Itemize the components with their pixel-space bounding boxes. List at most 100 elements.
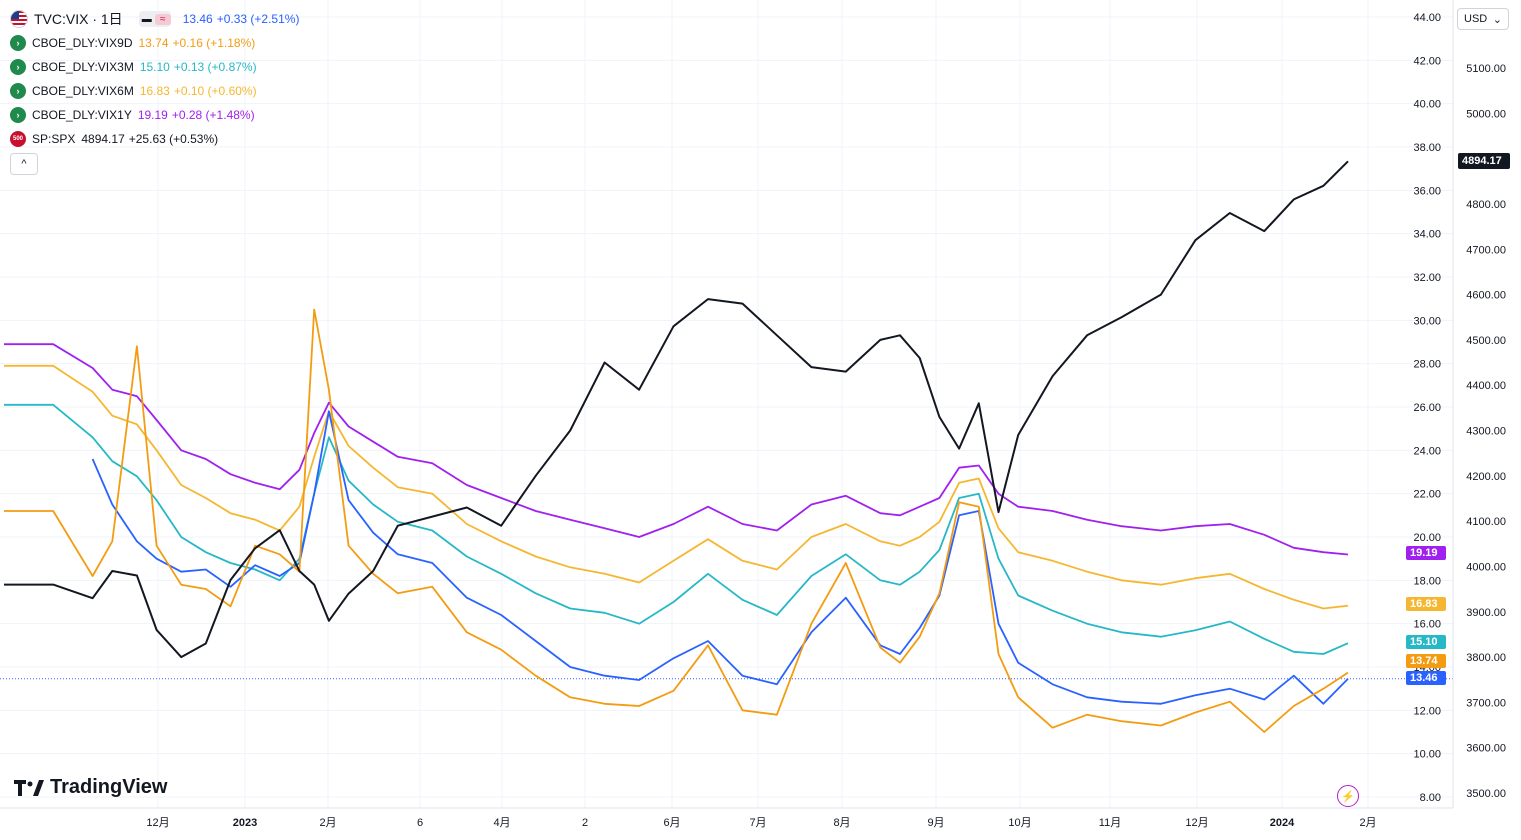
- legend-change: +0.13 (+0.87%): [173, 60, 257, 74]
- x-axis-tick: 8月: [833, 817, 850, 829]
- x-axis-tick: 2023: [233, 817, 257, 829]
- legend-row-cboe-dly-vix6m[interactable]: › CBOE_DLY:VIX6M 16.83 +0.10 (+0.60%): [10, 79, 299, 103]
- line-style-icon[interactable]: ▬: [141, 13, 152, 25]
- series-line-sp-spx[interactable]: [4, 160, 1349, 659]
- last-value-tag: 19.19: [1406, 546, 1446, 560]
- left-axis-tick: 12.00: [1413, 705, 1441, 717]
- series-lines: [4, 160, 1349, 733]
- x-axis-tick: 11月: [1099, 817, 1121, 829]
- x-axis-tick: 7月: [749, 817, 766, 829]
- right-axis-tick: 4400.00: [1466, 380, 1506, 392]
- last-value-tag: 15.10: [1406, 635, 1446, 649]
- right-axis-tick: 3800.00: [1466, 652, 1506, 664]
- x-axis-tick: 6月: [663, 817, 680, 829]
- legend-change: +25.63 (+0.53%): [128, 132, 219, 146]
- x-axis-tick: 6: [417, 817, 423, 829]
- legend-row-cboe-dly-vix1y[interactable]: › CBOE_DLY:VIX1Y 19.19 +0.28 (+1.48%): [10, 103, 299, 127]
- play-badge-icon: ›: [10, 107, 26, 123]
- legend-change: +0.10 (+0.60%): [173, 84, 257, 98]
- last-value-tag: 4894.17: [1458, 153, 1510, 169]
- x-axis-tick: 2月: [319, 817, 336, 829]
- x-axis-tick: 2月: [1359, 817, 1376, 829]
- main-value: 13.46: [182, 12, 213, 26]
- legend-value: 19.19: [137, 108, 168, 122]
- currency-selector[interactable]: USD ⌄: [1457, 8, 1509, 30]
- collapse-legend-button[interactable]: ^: [10, 153, 38, 175]
- left-axis-tick: 44.00: [1413, 12, 1441, 24]
- wave-icon[interactable]: ≈: [154, 13, 171, 25]
- play-badge-icon: ›: [10, 35, 26, 51]
- legend-row-sp-spx[interactable]: 500 SP:SPX 4894.17 +25.63 (+0.53%): [10, 127, 299, 151]
- legend-value: 16.83: [139, 84, 170, 98]
- last-value-tag: 13.74: [1406, 654, 1446, 668]
- right-axis-tick: 4600.00: [1466, 290, 1506, 302]
- legend-symbol: SP:SPX: [32, 132, 76, 146]
- series-line-cboe-dly-vix6m[interactable]: [4, 364, 1349, 610]
- right-axis-tick: 4100.00: [1466, 516, 1506, 528]
- main-symbol-label: TVC:VIX · 1日: [34, 11, 123, 27]
- series-line-tvc-vix[interactable]: [91, 410, 1349, 705]
- right-axis-tick: 3700.00: [1466, 697, 1506, 709]
- legend-row-main[interactable]: TVC:VIX · 1日 ▬ ≈ 13.46 +0.33 (+2.51%): [10, 7, 299, 31]
- right-axis-tick: 4800.00: [1466, 199, 1506, 211]
- legend-row-cboe-dly-vix3m[interactable]: › CBOE_DLY:VIX3M 15.10 +0.13 (+0.87%): [10, 55, 299, 79]
- last-value-tag: 16.83: [1406, 597, 1446, 611]
- currency-label: USD: [1464, 13, 1488, 25]
- last-value-tag: 13.46: [1406, 671, 1446, 685]
- legend-change: +0.28 (+1.48%): [171, 108, 255, 122]
- right-axis-tick: 3600.00: [1466, 743, 1506, 755]
- x-axis-tick: 2: [582, 817, 588, 829]
- play-badge-icon: ›: [10, 59, 26, 75]
- legend-value: 4894.17: [81, 132, 125, 146]
- left-axis-tick: 20.00: [1413, 532, 1441, 544]
- legend-symbol: CBOE_DLY:VIX3M: [32, 60, 134, 74]
- legend-panel: TVC:VIX · 1日 ▬ ≈ 13.46 +0.33 (+2.51%) › CB…: [10, 7, 299, 175]
- right-axis-tick: 3900.00: [1466, 607, 1506, 619]
- sp500-badge-icon: 500: [10, 131, 26, 147]
- play-badge-icon: ›: [10, 83, 26, 99]
- right-axis-tick: 4500.00: [1466, 335, 1506, 347]
- series-line-cboe-dly-vix1y[interactable]: [4, 343, 1349, 556]
- right-axis-tick: 5000.00: [1466, 108, 1506, 120]
- chevron-down-icon: ⌄: [1492, 13, 1502, 26]
- left-axis-tick: 22.00: [1413, 489, 1441, 501]
- tradingview-logo-icon: [14, 779, 44, 796]
- main-change: +0.33 (+2.51%): [216, 12, 300, 26]
- legend-value: 13.74: [138, 36, 169, 50]
- grid: [0, 0, 1453, 808]
- left-axis-tick: 26.00: [1413, 402, 1441, 414]
- right-axis-tick: 5100.00: [1466, 63, 1506, 75]
- us-flag-icon: [10, 10, 28, 28]
- x-axis-tick: 9月: [927, 817, 944, 829]
- left-axis-tick: 18.00: [1413, 575, 1441, 587]
- tradingview-logo[interactable]: TradingView: [14, 776, 167, 799]
- chart-type-toggle[interactable]: ▬ ≈: [138, 11, 171, 27]
- right-axis-tick: 4200.00: [1466, 471, 1506, 483]
- left-axis-tick: 38.00: [1413, 142, 1441, 154]
- lightning-bolt-icon[interactable]: ⚡: [1337, 785, 1359, 807]
- right-axis-tick: 4700.00: [1466, 244, 1506, 256]
- axis-tick-labels: 44.00 42.00 40.00 38.00 36.00 34.00 32.00 30.00…: [146, 12, 1506, 829]
- chevron-up-icon: ^: [21, 158, 27, 170]
- x-axis-tick: 10月: [1008, 817, 1031, 829]
- left-axis-tick: 40.00: [1413, 99, 1441, 111]
- legend-row-cboe-dly-vix9d[interactable]: › CBOE_DLY:VIX9D 13.74 +0.16 (+1.18%): [10, 31, 299, 55]
- tradingview-logo-text: TradingView: [50, 776, 168, 798]
- legend-symbol: CBOE_DLY:VIX6M: [32, 84, 134, 98]
- left-axis-tick: 10.00: [1413, 749, 1441, 761]
- right-axis-tick: 4300.00: [1466, 426, 1506, 438]
- left-axis-tick: 16.00: [1413, 619, 1441, 631]
- series-line-cboe-dly-vix3m[interactable]: [4, 403, 1349, 655]
- x-axis-tick: 4月: [493, 817, 510, 829]
- left-axis-tick: 28.00: [1413, 359, 1441, 371]
- left-axis-tick: 34.00: [1413, 229, 1441, 241]
- series-line-cboe-dly-vix9d[interactable]: [4, 308, 1349, 733]
- x-axis-tick: 2024: [1270, 817, 1295, 829]
- legend-symbol: CBOE_DLY:VIX1Y: [32, 108, 132, 122]
- left-axis-tick: 30.00: [1413, 315, 1441, 327]
- x-axis-tick: 12月: [146, 817, 169, 829]
- axes: [0, 0, 1454, 809]
- legend-change: +0.16 (+1.18%): [172, 36, 256, 50]
- legend-symbol: CBOE_DLY:VIX9D: [32, 36, 133, 50]
